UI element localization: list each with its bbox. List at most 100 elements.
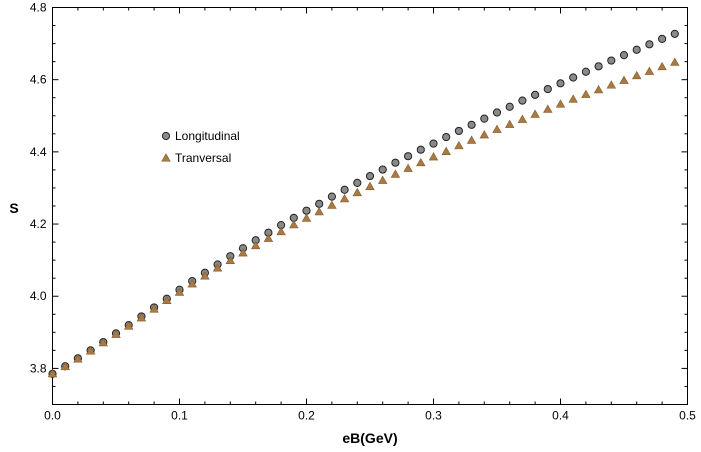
- x-tick-label: 0.2: [298, 409, 315, 423]
- point-tranversal: [47, 369, 58, 378]
- point-tranversal: [238, 248, 248, 257]
- point-tranversal: [314, 206, 324, 216]
- point-longitudinal: [378, 165, 387, 174]
- x-tick-label: 0.0: [44, 409, 61, 423]
- legend-triangle-icon: [161, 153, 171, 162]
- point-longitudinal: [467, 120, 476, 129]
- point-tranversal: [327, 200, 337, 209]
- point-tranversal: [619, 75, 629, 84]
- point-tranversal: [581, 89, 591, 98]
- point-longitudinal: [619, 51, 629, 60]
- legend-label-longitudinal: Longitudinal: [175, 129, 240, 143]
- point-tranversal: [276, 226, 286, 236]
- point-tranversal: [568, 94, 578, 103]
- point-longitudinal: [315, 199, 324, 208]
- point-longitudinal: [302, 206, 311, 215]
- point-longitudinal: [340, 185, 349, 194]
- point-longitudinal: [543, 84, 552, 94]
- point-longitudinal: [556, 79, 565, 88]
- point-tranversal: [187, 279, 197, 288]
- point-tranversal: [162, 295, 172, 305]
- x-tick-label: 0.5: [679, 409, 696, 423]
- point-longitudinal: [569, 73, 578, 82]
- point-tranversal: [60, 361, 70, 371]
- point-longitudinal: [327, 192, 336, 201]
- point-tranversal: [250, 240, 261, 250]
- y-tick-label: 4.2: [30, 217, 47, 231]
- y-tick-label: 4.6: [30, 73, 47, 87]
- point-tranversal: [644, 66, 655, 75]
- point-tranversal: [593, 84, 604, 94]
- y-axis-title: S: [9, 200, 18, 216]
- y-tick-label: 4.4: [30, 145, 47, 159]
- point-longitudinal: [658, 34, 667, 43]
- point-longitudinal: [492, 108, 502, 117]
- axis-ticks: [52, 7, 688, 405]
- point-tranversal: [606, 80, 617, 89]
- point-tranversal: [492, 124, 502, 133]
- legend-marker-longitudinal: [161, 131, 171, 141]
- point-tranversal: [377, 175, 388, 184]
- point-tranversal: [149, 304, 159, 313]
- point-tranversal: [466, 135, 477, 144]
- point-longitudinal: [353, 178, 362, 188]
- point-longitudinal: [632, 45, 641, 54]
- legend: Longitudinal Tranversal: [161, 129, 240, 165]
- point-tranversal: [530, 109, 540, 118]
- point-longitudinal: [670, 29, 679, 38]
- point-longitudinal: [442, 132, 451, 142]
- point-longitudinal: [518, 96, 527, 105]
- data-points: [47, 29, 680, 378]
- x-axis-title: eB(GeV): [342, 430, 397, 446]
- point-longitudinal: [365, 171, 375, 181]
- point-tranversal: [555, 99, 566, 108]
- point-tranversal: [670, 57, 680, 66]
- point-tranversal: [123, 321, 134, 330]
- point-tranversal: [98, 337, 109, 347]
- point-tranversal: [454, 140, 464, 150]
- y-tick-label: 4.8: [30, 1, 47, 15]
- point-longitudinal: [607, 56, 616, 65]
- legend-circle-icon: [161, 131, 171, 141]
- plot-frame: [52, 7, 688, 405]
- point-tranversal: [301, 213, 312, 222]
- point-tranversal: [111, 329, 121, 338]
- point-tranversal: [212, 263, 223, 272]
- point-tranversal: [136, 313, 147, 322]
- legend-marker-tranversal: [161, 153, 171, 162]
- point-tranversal: [390, 169, 401, 178]
- point-tranversal: [85, 346, 96, 355]
- point-tranversal: [657, 61, 667, 71]
- legend-label-tranversal: Tranversal: [175, 151, 231, 165]
- point-longitudinal: [391, 158, 400, 167]
- point-longitudinal: [429, 139, 438, 148]
- y-tick-label: 3.8: [30, 361, 47, 375]
- point-longitudinal: [581, 67, 591, 76]
- point-longitudinal: [454, 126, 463, 136]
- x-tick-label: 0.3: [425, 409, 442, 423]
- point-longitudinal: [531, 90, 540, 99]
- point-tranversal: [352, 187, 363, 197]
- point-longitudinal: [480, 114, 489, 123]
- point-tranversal: [479, 130, 490, 139]
- point-tranversal: [403, 163, 413, 172]
- point-longitudinal: [645, 40, 654, 49]
- point-tranversal: [73, 354, 83, 363]
- point-longitudinal: [505, 102, 514, 111]
- point-tranversal: [289, 219, 299, 229]
- point-tranversal: [504, 119, 515, 128]
- axis-tick-labels: 0.0 0.1 0.2 0.3 0.4 0.5 3.8 4.0 4.2 4.4 4.6 4.8: [30, 1, 696, 423]
- point-tranversal: [263, 233, 274, 242]
- x-tick-label: 0.1: [171, 409, 188, 423]
- point-longitudinal: [404, 152, 413, 161]
- point-tranversal: [631, 70, 642, 80]
- point-tranversal: [174, 287, 185, 296]
- x-tick-label: 0.4: [552, 409, 569, 423]
- point-tranversal: [225, 255, 236, 264]
- point-longitudinal: [416, 145, 425, 154]
- point-tranversal: [543, 104, 553, 113]
- point-tranversal: [441, 146, 451, 155]
- point-tranversal: [517, 114, 528, 123]
- point-tranversal: [365, 181, 375, 190]
